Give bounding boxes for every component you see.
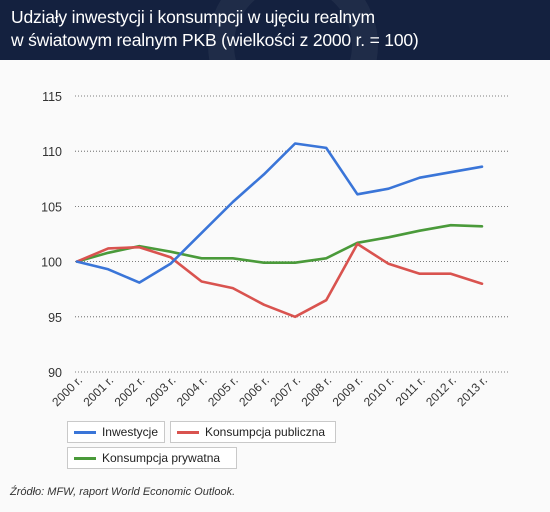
x-tick-label: 2006 r. [236, 373, 272, 409]
legend-item-konsumpcja-publiczna: Konsumpcja publiczna [170, 421, 336, 443]
legend-swatch-inwestycje [74, 430, 96, 434]
series-lines [75, 142, 484, 319]
legend-swatch-konsumpcja-prywatna [74, 456, 96, 460]
y-tick-label: 105 [41, 200, 62, 214]
legend-item-konsumpcja-prywatna: Konsumpcja prywatna [67, 447, 237, 469]
chart-header: Udziały inwestycji i konsumpcji w ujęciu… [0, 0, 550, 60]
y-axis-ticks: 90 95 100 105 110 115 [41, 90, 62, 380]
series-line-konsumpcja-publiczna [75, 242, 484, 319]
y-tick-label: 110 [42, 145, 62, 159]
legend-label-konsumpcja-publiczna: Konsumpcja publiczna [205, 425, 326, 439]
x-tick-label: 2002 r. [112, 373, 148, 409]
y-tick-label: 100 [41, 256, 62, 270]
y-tick-label: 90 [48, 366, 62, 380]
x-tick-label: 2010 r. [361, 373, 397, 409]
x-tick-label: 2003 r. [143, 373, 179, 409]
source-note: Źródło: MFW, raport World Economic Outlo… [10, 486, 236, 498]
x-tick-label: 2007 r. [267, 373, 303, 409]
x-tick-label: 2009 r. [330, 373, 366, 409]
x-tick-label: 2004 r. [174, 373, 210, 409]
series-line-konsumpcja-prywatna [75, 223, 484, 265]
grid-lines [75, 95, 510, 373]
chart-title: Udziały inwestycji i konsumpcji w ujęciu… [11, 6, 419, 52]
legend-item-inwestycje: Inwestycje [67, 421, 165, 443]
series-line-inwestycje [75, 142, 484, 284]
x-tick-label: 2008 r. [298, 373, 334, 409]
x-tick-label: 2001 r. [80, 373, 116, 409]
x-tick-label: 2011 r. [393, 373, 428, 408]
chart-title-line-1: Udziały inwestycji i konsumpcji w ujęciu… [11, 7, 375, 27]
x-tick-label: 2013 r. [454, 373, 490, 409]
legend-label-konsumpcja-prywatna: Konsumpcja prywatna [102, 451, 221, 465]
chart-title-line-2: w światowym realnym PKB (wielkości z 200… [11, 30, 419, 50]
x-axis-ticks: 2000 r.2001 r.2002 r.2003 r.2004 r.2005 … [49, 373, 490, 409]
legend-label-inwestycje: Inwestycje [101, 425, 158, 439]
y-tick-label: 95 [48, 311, 62, 325]
x-tick-label: 2005 r. [205, 373, 241, 409]
legend-swatch-konsumpcja-publiczna [177, 430, 199, 434]
x-tick-label: 2012 r. [423, 373, 459, 409]
y-tick-label: 115 [42, 90, 62, 104]
